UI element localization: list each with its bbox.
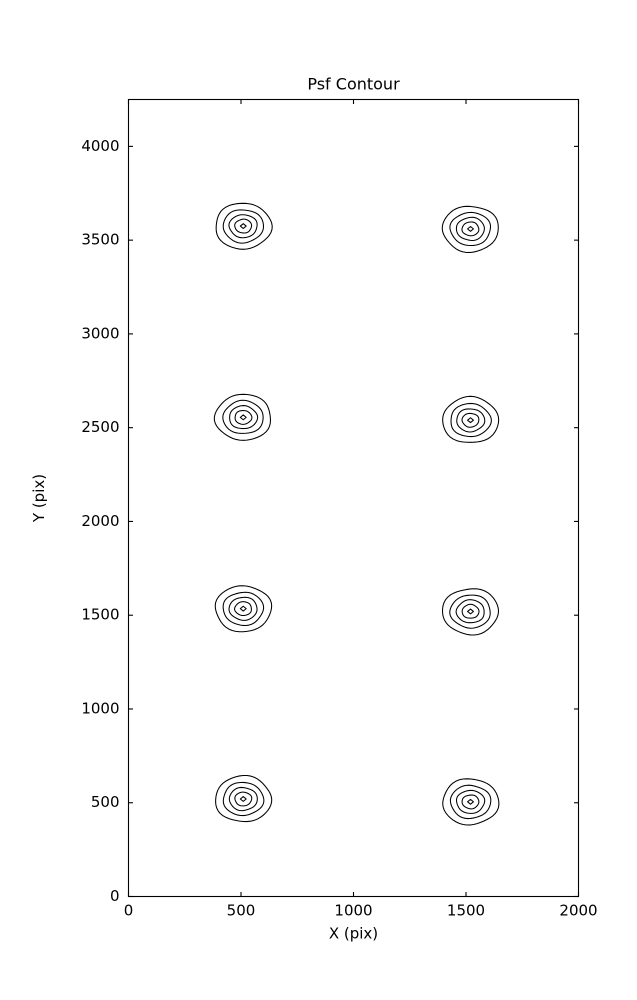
contour-ring — [449, 594, 491, 629]
contour-ring — [449, 784, 492, 820]
contour-ring — [239, 605, 247, 612]
y-tick-label: 3500 — [81, 231, 119, 249]
page-title: Psf Contour — [307, 75, 400, 94]
y-tick-label: 500 — [91, 793, 120, 811]
contour-ring — [461, 412, 480, 428]
contour-ring — [455, 216, 485, 241]
x-tick-label: 500 — [227, 902, 256, 920]
contour-ring — [239, 414, 247, 421]
contour-ring — [441, 205, 499, 254]
psf-col2-row2 — [441, 588, 500, 636]
contour-ring — [222, 399, 264, 434]
contour-ring — [228, 214, 258, 239]
y-tick-label: 3000 — [81, 324, 119, 342]
psf-col1-row1 — [215, 774, 273, 823]
contour-ring — [449, 211, 492, 247]
contour-ring — [239, 796, 247, 802]
contour-ring — [456, 408, 486, 433]
contour-ring — [234, 601, 252, 617]
psf-col2-row1 — [442, 778, 500, 826]
axis-ticks: 0 500 1000 1500 2000 0 500 1000 1500 2000 2500 3000… — [81, 99, 598, 920]
contour-ring — [234, 218, 253, 234]
contour-ring — [467, 417, 474, 424]
axes-background — [128, 99, 579, 897]
y-tick-label: 1500 — [81, 606, 119, 624]
contour-ring — [234, 791, 253, 807]
contour-ring — [228, 596, 258, 621]
y-tick-label: 0 — [110, 887, 120, 905]
y-tick-label: 2500 — [81, 418, 119, 436]
contour-ring — [228, 786, 258, 812]
y-tick-label: 4000 — [81, 137, 119, 155]
contour-ring — [239, 223, 247, 230]
psf-col1-row4 — [215, 202, 273, 250]
axes-frame — [127, 98, 580, 898]
psf-col1-row3 — [213, 393, 272, 441]
contour-ring — [455, 789, 486, 814]
contour-ring — [213, 393, 272, 441]
contour-ring — [222, 591, 265, 627]
contour-ring — [222, 781, 265, 817]
contour-ring — [222, 209, 265, 244]
contour-ring — [455, 599, 485, 624]
contour-ring — [214, 585, 273, 633]
x-tick-label: 2000 — [559, 902, 597, 920]
x-axis-label: X (pix) — [329, 925, 378, 943]
contour-ring — [441, 588, 500, 636]
contour-ring — [461, 221, 480, 237]
x-tick-label: 1000 — [334, 902, 372, 920]
contour-ring — [215, 774, 273, 823]
psf-col2-row4 — [441, 205, 499, 254]
contour-ring — [450, 402, 492, 438]
psf-col2-row3 — [442, 395, 500, 443]
contour-ring — [467, 608, 474, 615]
contour-ring — [467, 798, 474, 805]
x-tick-label: 0 — [124, 902, 134, 920]
contour-ring — [229, 405, 259, 430]
y-tick-label: 1000 — [81, 699, 119, 717]
contour-ring — [461, 794, 480, 810]
contour-ring — [442, 778, 500, 826]
contour-ring — [234, 410, 253, 425]
contour-ring — [442, 395, 500, 443]
contour-ring — [215, 202, 273, 250]
contour-ring — [461, 603, 480, 619]
contour-layer — [213, 202, 500, 826]
x-tick-label: 1500 — [447, 902, 485, 920]
psf-col1-row2 — [214, 585, 273, 633]
contour-ring — [467, 225, 474, 232]
y-axis-label: Y (pix) — [30, 474, 48, 523]
y-tick-label: 2000 — [81, 512, 119, 530]
